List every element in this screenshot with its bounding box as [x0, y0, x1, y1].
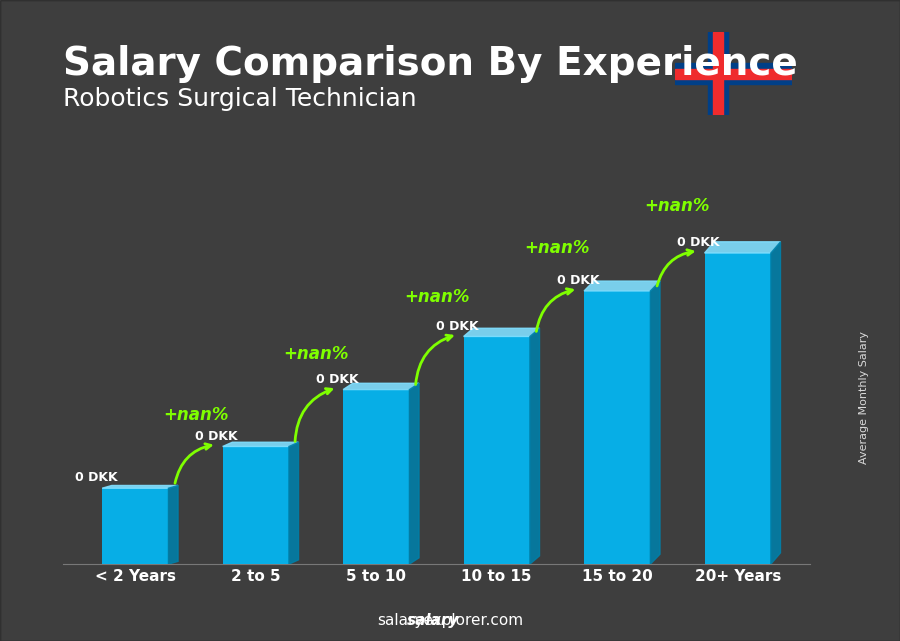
Text: Average Monthly Salary: Average Monthly Salary: [859, 331, 869, 464]
Bar: [222, 447, 289, 564]
Bar: [675, 69, 792, 79]
Text: +nan%: +nan%: [404, 288, 469, 306]
Bar: [464, 337, 530, 564]
Polygon shape: [343, 383, 419, 390]
Polygon shape: [410, 383, 419, 564]
Bar: [705, 253, 770, 564]
Polygon shape: [103, 485, 178, 488]
Text: salaryexplorer.com: salaryexplorer.com: [377, 613, 523, 628]
Text: 0 DKK: 0 DKK: [436, 320, 479, 333]
Text: 0 DKK: 0 DKK: [316, 373, 358, 386]
Text: 0 DKK: 0 DKK: [195, 429, 238, 443]
Text: salary: salary: [407, 613, 459, 628]
Text: +nan%: +nan%: [284, 345, 349, 363]
Text: Robotics Surgical Technician: Robotics Surgical Technician: [63, 87, 417, 110]
Text: 0 DKK: 0 DKK: [557, 274, 599, 287]
Bar: [675, 63, 792, 84]
Polygon shape: [168, 485, 178, 564]
Polygon shape: [584, 281, 660, 291]
Text: Salary Comparison By Experience: Salary Comparison By Experience: [63, 45, 797, 83]
Polygon shape: [222, 442, 299, 447]
Bar: [584, 291, 651, 564]
Bar: [713, 32, 723, 115]
Polygon shape: [770, 242, 780, 564]
Text: +nan%: +nan%: [524, 239, 590, 257]
Bar: [103, 488, 168, 564]
Polygon shape: [464, 328, 539, 337]
Text: 0 DKK: 0 DKK: [677, 236, 720, 249]
Text: 0 DKK: 0 DKK: [75, 471, 117, 485]
Polygon shape: [705, 242, 780, 253]
Polygon shape: [651, 281, 660, 564]
Text: +nan%: +nan%: [644, 197, 710, 215]
Bar: [343, 390, 410, 564]
Polygon shape: [530, 328, 539, 564]
Text: +nan%: +nan%: [163, 406, 229, 424]
Bar: [708, 32, 727, 115]
Polygon shape: [289, 442, 299, 564]
